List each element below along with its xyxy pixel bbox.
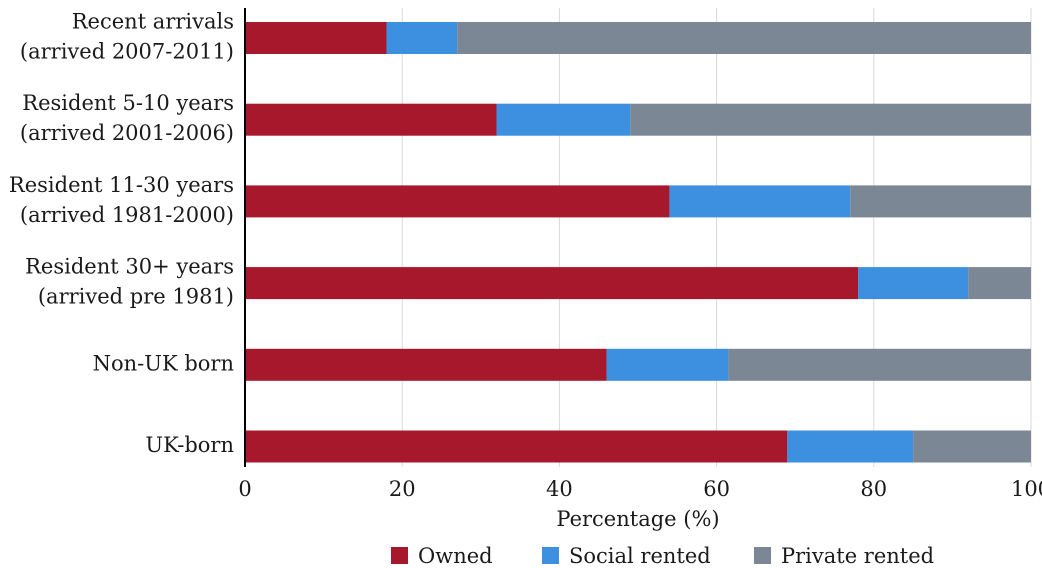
category-label-1-line-0: Resident 5-10 years (22, 91, 234, 115)
x-tick-label-80: 80 (860, 477, 887, 501)
category-label-2-line-0: Resident 11-30 years (9, 173, 234, 197)
category-label-1-line-1: (arrived 2001-2006) (20, 121, 234, 145)
bar-private-rented-5 (913, 430, 1031, 463)
x-tick-label-100: 100 (1011, 477, 1042, 501)
bar-social-rented-2 (669, 185, 851, 218)
bar-social-rented-1 (496, 103, 631, 136)
category-labels: Recent arrivals (arrived 2007-2011) Reside… (9, 10, 234, 458)
category-label-2-line-1: (arrived 1981-2000) (20, 203, 234, 227)
x-tick-label-60: 60 (703, 477, 730, 501)
bar-private-rented-2 (850, 185, 1031, 218)
category-label-4-line-0: Non-UK born (93, 351, 234, 375)
legend-swatch-private-rented (754, 547, 771, 564)
legend-label-social-rented: Social rented (569, 544, 711, 568)
gridlines (401, 8, 1032, 467)
category-label-0-line-1: (arrived 2007-2011) (20, 40, 234, 64)
legend: Owned Social rented Private rented (391, 544, 934, 568)
bar-private-rented-3 (968, 267, 1031, 300)
legend-swatch-owned (391, 547, 408, 564)
bar-owned-4 (245, 348, 607, 381)
bar-owned-5 (245, 430, 788, 463)
category-label-3-line-0: Resident 30+ years (25, 255, 234, 279)
category-label-5-line-0: UK-born (145, 433, 234, 457)
legend-label-owned: Owned (418, 544, 493, 568)
bar-social-rented-0 (386, 22, 458, 54)
bar-private-rented-4 (728, 348, 1031, 381)
bar-private-rented-0 (457, 22, 1032, 54)
bar-private-rented-1 (630, 103, 1031, 136)
legend-label-private-rented: Private rented (781, 544, 934, 568)
bar-owned-1 (245, 103, 497, 136)
x-tick-label-40: 40 (546, 477, 573, 501)
category-label-3-line-1: (arrived pre 1981) (38, 285, 234, 309)
x-axis-label: Percentage (%) (556, 507, 719, 531)
bar-social-rented-3 (858, 267, 969, 300)
bar-owned-3 (245, 267, 859, 300)
x-tick-label-20: 20 (389, 477, 416, 501)
category-label-0-line-0: Recent arrivals (72, 10, 234, 34)
bar-owned-0 (245, 22, 387, 54)
x-tick-labels: 0 20 40 60 80 100 (238, 477, 1042, 501)
x-tick-label-0: 0 (238, 477, 251, 501)
legend-swatch-social-rented (542, 547, 559, 564)
bars (245, 22, 1032, 463)
bar-social-rented-4 (606, 348, 729, 381)
bar-owned-2 (245, 185, 670, 218)
bar-social-rented-5 (787, 430, 914, 463)
